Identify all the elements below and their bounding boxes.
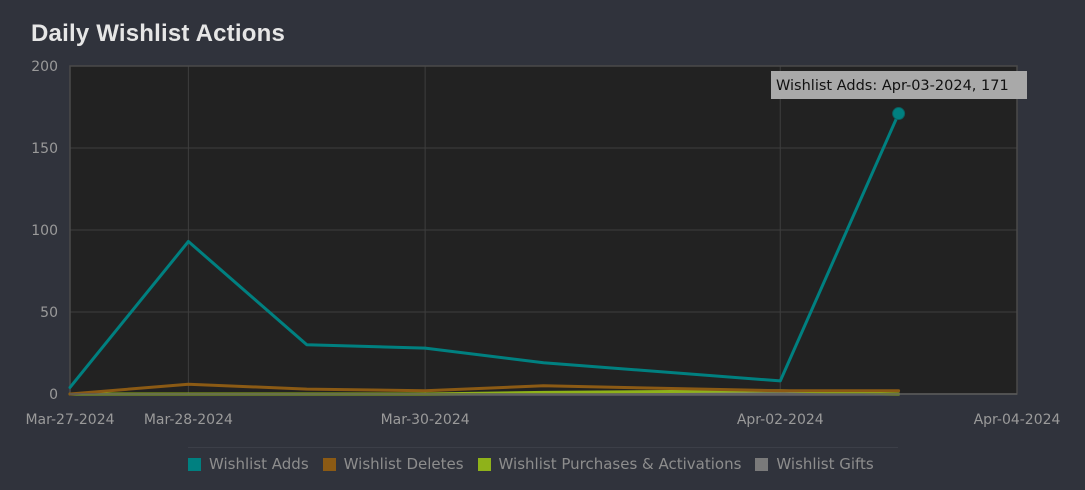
legend-swatch: [322, 457, 336, 471]
legend-swatch: [477, 457, 491, 471]
series-line-wishlist-deletes[interactable]: [68, 382, 901, 396]
x-tick-label: Mar-30-2024: [381, 412, 470, 428]
y-tick-label: 50: [40, 305, 58, 321]
legend-item-wishlist-adds[interactable]: Wishlist Adds: [188, 455, 309, 473]
legend-item-wishlist-gifts[interactable]: Wishlist Gifts: [755, 455, 874, 473]
x-tick-label: Mar-28-2024: [144, 412, 233, 428]
line-chart[interactable]: 0 50 100 150 200 Mar-27-2024 Mar-28-2024 Mar-30…: [0, 0, 1085, 440]
legend-label: Wishlist Adds: [209, 455, 309, 473]
tooltip-text: Wishlist Adds: Apr-03-2024, 171: [776, 78, 1009, 94]
legend-label: Wishlist Gifts: [776, 455, 874, 473]
legend-label: Wishlist Purchases & Activations: [498, 455, 742, 473]
legend-swatch: [188, 457, 201, 471]
legend-swatch: [755, 457, 769, 471]
y-tick-label: 0: [49, 387, 58, 403]
y-tick-label: 150: [31, 141, 58, 157]
chart-title: Daily Wishlist Actions: [31, 20, 286, 47]
x-tick-label: Apr-02-2024: [737, 412, 824, 428]
series-line-wishlist-adds[interactable]: [68, 112, 901, 389]
highlighted-data-point[interactable]: [892, 107, 906, 121]
chart-legend: Wishlist Adds Wishlist Deletes Wishlist Pu…: [188, 447, 898, 478]
y-tick-label: 100: [31, 223, 58, 239]
x-tick-label: Apr-04-2024: [974, 412, 1061, 428]
x-tick-label: Mar-27-2024: [25, 412, 114, 428]
legend-item-wishlist-deletes[interactable]: Wishlist Deletes: [322, 455, 464, 473]
legend-item-wishlist-purchases-and-activations[interactable]: Wishlist Purchases & Activations: [477, 455, 742, 473]
tooltip-box: [771, 71, 1027, 99]
y-tick-label: 200: [31, 59, 58, 75]
legend-label: Wishlist Deletes: [343, 455, 464, 473]
